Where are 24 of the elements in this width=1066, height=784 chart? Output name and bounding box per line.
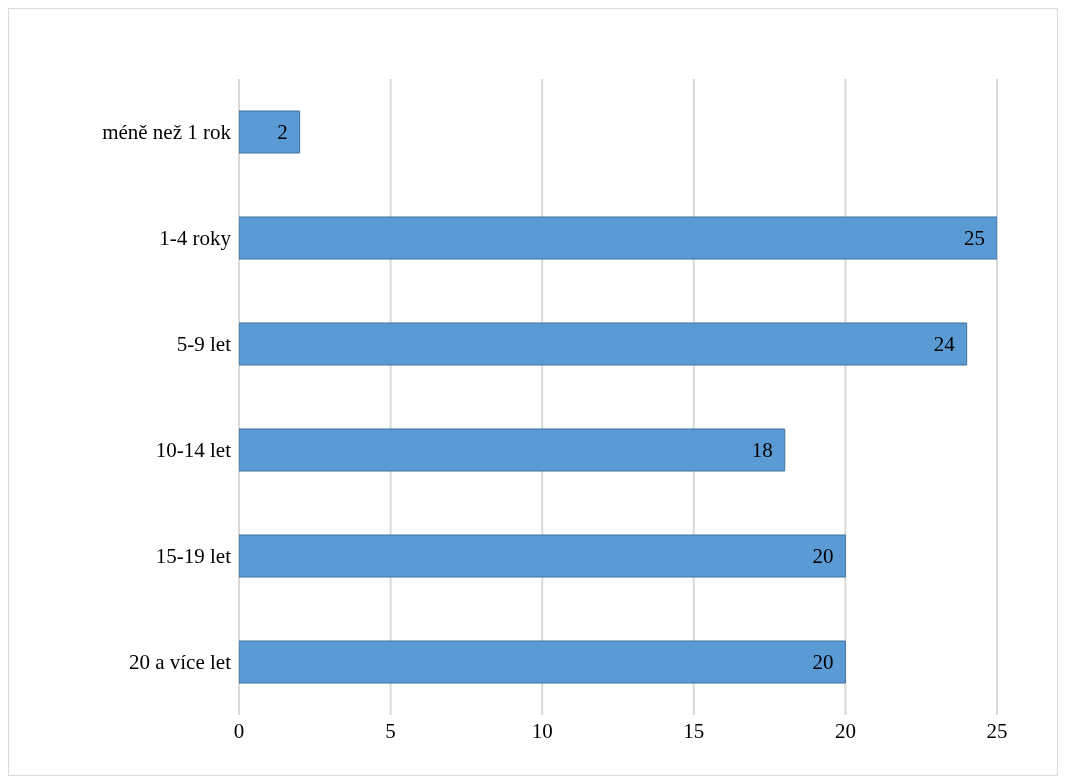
data-label: 20 xyxy=(812,544,834,569)
data-label: 25 xyxy=(964,226,985,251)
x-tick-label: 20 xyxy=(834,718,856,743)
x-tick-label: 15 xyxy=(683,718,705,743)
bar xyxy=(239,428,786,472)
bar xyxy=(239,216,997,260)
x-tick-label: 25 xyxy=(986,718,1008,743)
data-label: 18 xyxy=(751,438,773,463)
bar xyxy=(239,322,968,366)
bar xyxy=(239,640,846,684)
data-label: 20 xyxy=(812,650,834,675)
data-label: 2 xyxy=(277,120,288,145)
y-tick-label: méně než 1 rok xyxy=(102,120,232,145)
x-tick-label: 10 xyxy=(531,718,553,743)
y-tick-label: 10-14 let xyxy=(155,438,232,463)
x-tick-label: 0 xyxy=(233,718,245,743)
x-tick-label: 5 xyxy=(385,718,396,743)
y-tick-label: 15-19 let xyxy=(155,544,232,569)
bar xyxy=(239,110,301,154)
y-tick-label: 5-9 let xyxy=(176,332,232,357)
y-tick-label: 1-4 roky xyxy=(159,226,232,251)
data-label: 24 xyxy=(933,332,956,357)
y-tick-label: 20 a více let xyxy=(128,650,232,675)
bar xyxy=(239,534,846,578)
